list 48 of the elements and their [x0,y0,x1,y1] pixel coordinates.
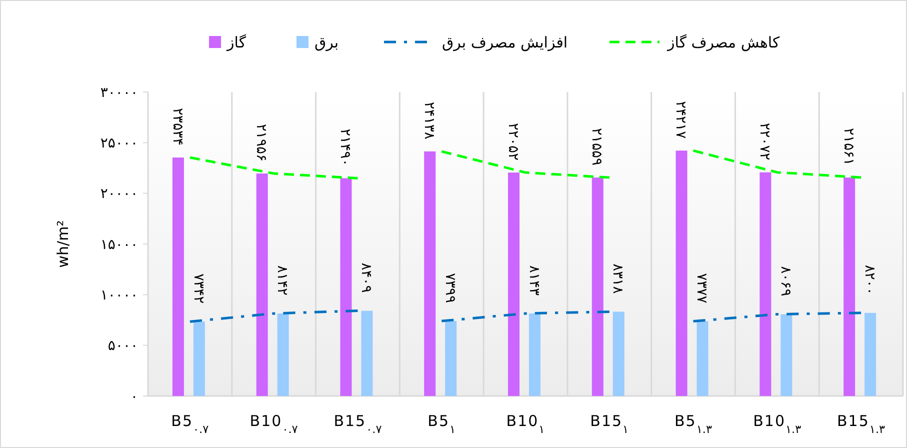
y-tick-label: ۲۵۰۰۰ [100,136,138,152]
data-label: ۲۱۹۵۶ [253,124,270,162]
bar [864,312,876,396]
legend-label: گاز [226,33,247,52]
data-label: ۲۴۲۱۷ [672,100,689,140]
bar [528,313,540,396]
legend-label: کاهش مصرف گاز [666,33,780,52]
data-label: ۸۱۴۳ [526,265,542,296]
data-label: ۲۱۴۹۰ [337,128,354,166]
data-label: ۲۳۵۳۴ [169,108,186,146]
y-tick-label: ۳۰۰۰۰ [100,84,138,101]
data-label: ۷۳۷۷ [694,273,710,304]
data-label: ۸۲۰۰ [861,264,878,295]
bar [193,322,205,396]
y-tick-label: ۱۰۰۰۰ [100,288,138,304]
bar [277,313,289,396]
data-label: ۸۴۰۹ [358,262,374,293]
bar [340,178,352,396]
bar [676,150,688,396]
data-label: ۲۲۰۷۲ [756,122,773,160]
legend-label: افزایش مصرف برق [442,33,568,52]
data-label: ۲۱۵۵۹ [588,128,605,166]
bar [256,174,268,396]
data-label: ۸۰۶۹ [777,266,794,296]
data-label: ۷۳۹۹ [442,272,458,304]
y-axis-title: wh/m² [54,220,72,268]
bar [780,314,792,396]
data-label: ۸۱۴۲ [274,265,290,296]
bar [844,178,856,396]
bar [361,310,373,396]
data-label: ۷۳۴۲ [190,274,206,304]
legend-label: برق [314,33,339,52]
data-label: ۲۱۵۶۱ [840,128,856,166]
bar [696,321,708,396]
y-tick-label: ۵۰۰۰ [108,338,138,354]
y-tick-label: ۰ [130,388,138,405]
data-label: ۲۴۱۳۸ [420,102,437,140]
bar [592,178,604,396]
y-tick-label: ۲۰۰۰۰ [100,186,138,202]
bar [508,172,520,396]
y-tick-label: ۱۵۰۰۰ [100,236,138,253]
data-label: ۸۳۱۸ [610,264,626,294]
bar [760,172,772,396]
bar [445,321,457,396]
bar [424,151,436,396]
bar [172,158,184,396]
data-label: ۲۲۰۵۲ [504,122,521,161]
bar [612,312,624,396]
